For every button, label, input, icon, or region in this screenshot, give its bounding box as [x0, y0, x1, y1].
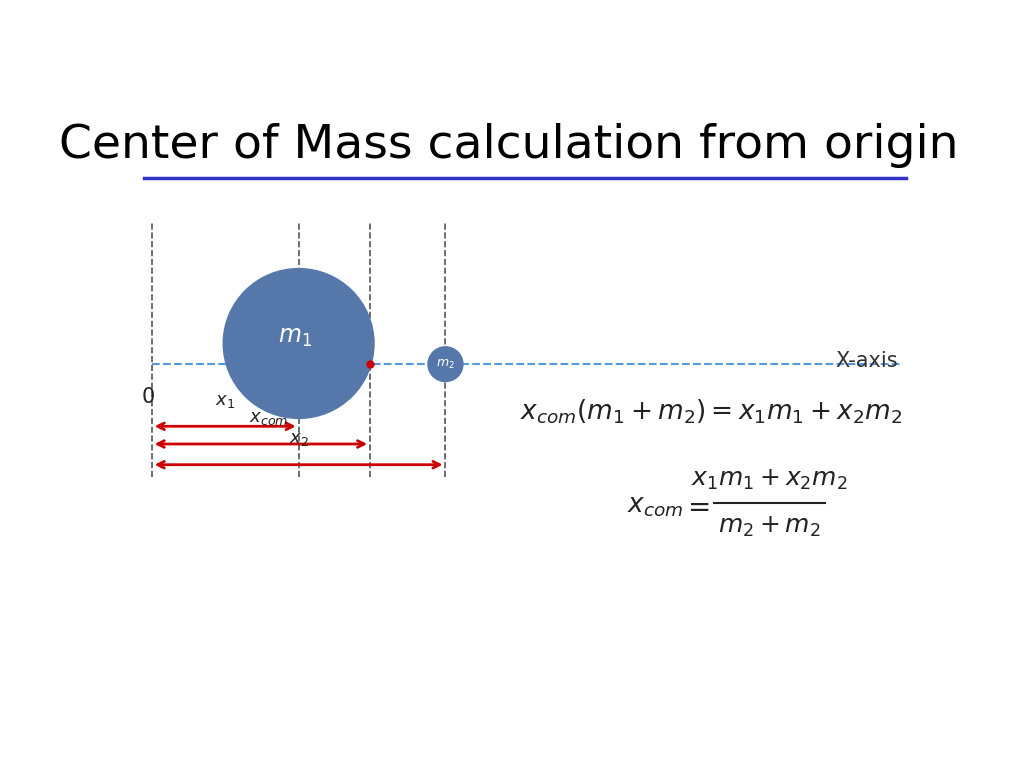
- Text: Center of Mass calculation from origin: Center of Mass calculation from origin: [59, 123, 958, 168]
- Text: 0: 0: [141, 387, 155, 407]
- Text: X-axis: X-axis: [836, 351, 898, 371]
- Text: $x_{com}$: $x_{com}$: [249, 409, 289, 428]
- Text: $=$: $=$: [682, 492, 710, 520]
- Text: $m_1$: $m_1$: [278, 326, 311, 349]
- Text: $m_2 + m_2$: $m_2 + m_2$: [718, 515, 820, 539]
- Ellipse shape: [428, 347, 463, 382]
- Text: $x_1$: $x_1$: [215, 392, 236, 409]
- Text: $x_2$: $x_2$: [289, 430, 308, 449]
- Text: $x_{com}(m_1 + m_2) = x_1 m_1 + x_2 m_2$: $x_{com}(m_1 + m_2) = x_1 m_1 + x_2 m_2$: [520, 397, 902, 425]
- Text: $x_1 m_1 + x_2 m_2$: $x_1 m_1 + x_2 m_2$: [691, 468, 848, 492]
- Text: $m_2$: $m_2$: [436, 358, 455, 371]
- Text: $x_{com}$: $x_{com}$: [628, 494, 684, 518]
- Ellipse shape: [223, 269, 374, 419]
